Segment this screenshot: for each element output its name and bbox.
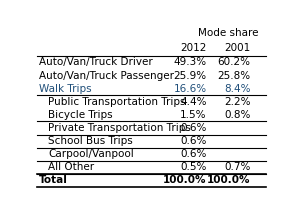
Text: 100.0%: 100.0%: [207, 175, 250, 185]
Text: 2001: 2001: [224, 43, 250, 53]
Text: 25.8%: 25.8%: [217, 71, 250, 81]
Text: 0.8%: 0.8%: [224, 110, 250, 120]
Text: 4.4%: 4.4%: [180, 97, 207, 107]
Text: Total: Total: [39, 175, 68, 185]
Text: Mode share: Mode share: [198, 28, 259, 38]
Text: Auto/Van/Truck Driver: Auto/Van/Truck Driver: [39, 58, 153, 67]
Text: 25.9%: 25.9%: [174, 71, 207, 81]
Text: 0.5%: 0.5%: [180, 162, 207, 172]
Text: Bicycle Trips: Bicycle Trips: [49, 110, 113, 120]
Text: 8.4%: 8.4%: [224, 84, 250, 94]
Text: Walk Trips: Walk Trips: [39, 84, 92, 94]
Text: Public Transportation Trips: Public Transportation Trips: [49, 97, 186, 107]
Text: 0.7%: 0.7%: [224, 162, 250, 172]
Text: All Other: All Other: [49, 162, 95, 172]
Text: 2012: 2012: [180, 43, 207, 53]
Text: 0.6%: 0.6%: [180, 149, 207, 159]
Text: 0.6%: 0.6%: [180, 136, 207, 146]
Text: 0.6%: 0.6%: [180, 123, 207, 133]
Text: Auto/Van/Truck Passenger: Auto/Van/Truck Passenger: [39, 71, 174, 81]
Text: Carpool/Vanpool: Carpool/Vanpool: [49, 149, 134, 159]
Text: 2.2%: 2.2%: [224, 97, 250, 107]
Text: 16.6%: 16.6%: [174, 84, 207, 94]
Text: 100.0%: 100.0%: [163, 175, 207, 185]
Text: 1.5%: 1.5%: [180, 110, 207, 120]
Text: School Bus Trips: School Bus Trips: [49, 136, 133, 146]
Text: Private Transportation Trips: Private Transportation Trips: [49, 123, 191, 133]
Text: 49.3%: 49.3%: [174, 58, 207, 67]
Text: 60.2%: 60.2%: [217, 58, 250, 67]
